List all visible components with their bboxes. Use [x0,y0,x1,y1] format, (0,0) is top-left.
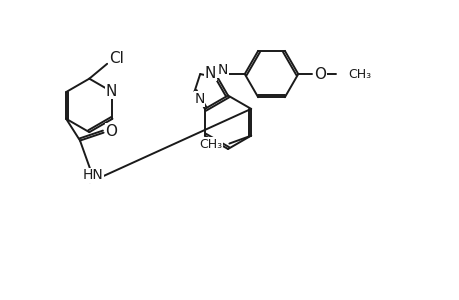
Text: N: N [106,84,117,99]
Text: Cl: Cl [108,51,123,66]
Text: HN: HN [82,168,103,182]
Text: CH₃: CH₃ [199,138,222,151]
Text: N: N [217,63,227,77]
Text: N: N [204,66,215,81]
Text: CH₃: CH₃ [347,68,370,80]
Text: O: O [105,124,117,139]
Text: N: N [194,92,204,106]
Text: O: O [313,67,325,82]
